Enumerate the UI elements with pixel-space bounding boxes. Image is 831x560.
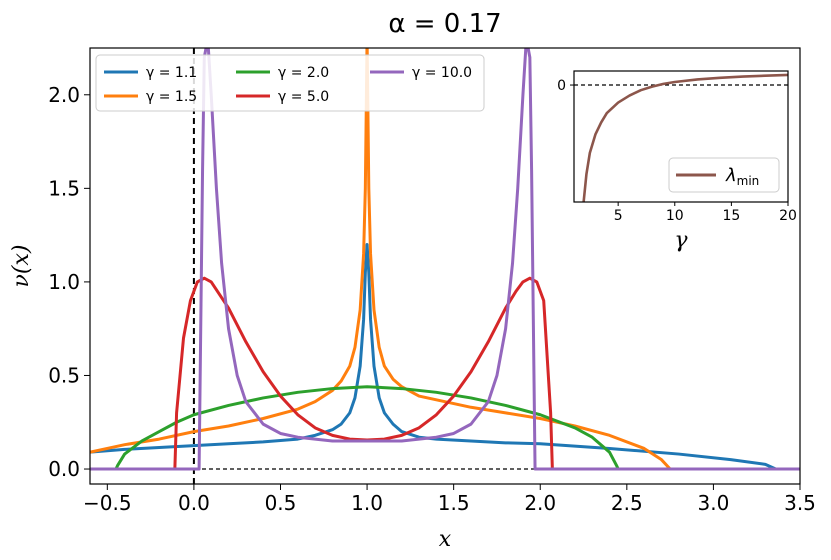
y-tick-label: 0.5 — [48, 363, 80, 387]
inset-x-tick-label: 15 — [722, 208, 740, 224]
y-tick-label: 1.5 — [48, 176, 80, 200]
inset-x-axis-label: γ — [674, 228, 688, 253]
x-axis-label: x — [439, 527, 452, 552]
inset-plot-frame — [573, 70, 789, 203]
series-line-3 — [90, 385, 800, 471]
legend-label-5: γ = 10.0 — [412, 65, 472, 81]
legend-label-3: γ = 2.0 — [278, 65, 329, 81]
x-tick-label: −0.5 — [83, 491, 132, 515]
legend-label-2: γ = 1.5 — [146, 89, 197, 105]
legend-label-4: γ = 5.0 — [278, 89, 329, 105]
x-tick-label: 1.0 — [351, 491, 383, 515]
legend: γ = 1.1 γ = 1.5 γ = 2.0 γ = 5.0 γ = 10.0 — [95, 54, 485, 112]
inset-series-line-1 — [582, 73, 788, 202]
legend-label-1: γ = 1.1 — [146, 65, 197, 81]
main-plot-frame — [89, 47, 801, 485]
x-tick-label: 2.0 — [524, 491, 556, 515]
y-axis-label: ν(x) — [9, 245, 34, 288]
inset-x-tick-label: 20 — [779, 208, 797, 224]
x-tick-label: 3.5 — [784, 491, 816, 515]
inset-legend-label: λmin — [725, 165, 759, 188]
inset-y-tick-label: 0 — [557, 78, 566, 94]
x-tick-label: 0.5 — [265, 491, 297, 515]
inset-legend-box — [668, 157, 780, 193]
x-tick-label: 0.0 — [178, 491, 210, 515]
chart-title: α = 0.17 — [388, 9, 501, 39]
inset-x-tick-label: 5 — [614, 208, 623, 224]
x-tick-label: 2.5 — [611, 491, 643, 515]
x-tick-label: 1.5 — [438, 491, 470, 515]
y-tick-label: 0.0 — [48, 457, 80, 481]
y-tick-label: 1.0 — [48, 270, 80, 294]
series-line-1 — [90, 242, 800, 471]
inset-legend: λmin — [668, 157, 780, 193]
legend-box — [95, 54, 485, 112]
y-tick-label: 2.0 — [48, 83, 80, 107]
x-tick-label: 3.0 — [698, 491, 730, 515]
inset-x-tick-label: 10 — [666, 208, 684, 224]
